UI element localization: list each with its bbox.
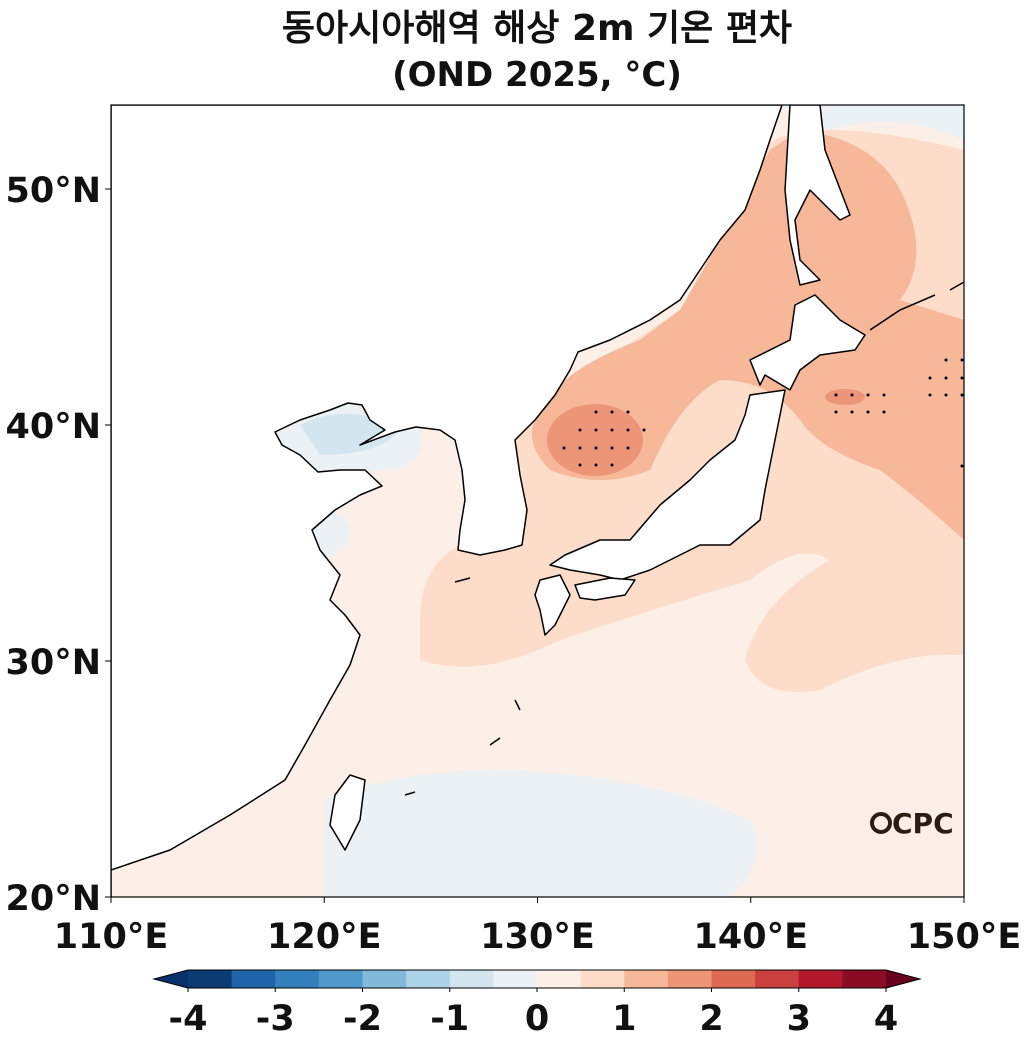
shikoku: [574, 577, 636, 601]
colorbar-band: [275, 970, 320, 988]
x-tick-label: 130°E: [480, 917, 594, 957]
colorbar-tick-label: 4: [874, 999, 898, 1039]
colorbar-tick-label: 0: [525, 999, 549, 1039]
colorbar-tick-label: -1: [430, 999, 469, 1039]
subtitle: (OND 2025, °C): [392, 55, 682, 95]
anomaly-region: [780, 105, 964, 140]
colorbar-tick-label: 1: [612, 999, 636, 1039]
x-tick-label: 150°E: [907, 917, 1021, 957]
y-tick-label: 50°N: [6, 171, 102, 211]
colorbar-tick-label: 2: [699, 999, 723, 1039]
x-tick-label: 110°E: [54, 917, 168, 957]
colorbar-band: [406, 970, 451, 988]
colorbar-tick-label: 3: [787, 999, 811, 1039]
logo-mark: [870, 812, 892, 834]
colorbar: -4 -3 -2 -1 0 1 2 3 4: [152, 969, 922, 1039]
colorbar-band: [624, 970, 669, 988]
colorbar-band: [188, 970, 233, 988]
coastlines: [111, 105, 964, 897]
colorbar-tick-label: -3: [256, 999, 295, 1039]
kyushu: [534, 574, 571, 636]
colorbar-band: [580, 970, 625, 988]
colorbar-extend-low: [154, 970, 188, 988]
colorbar-band: [798, 970, 843, 988]
y-tick-label: 40°N: [6, 407, 102, 447]
sakhalin: [784, 105, 851, 286]
hokkaido: [749, 294, 866, 391]
colorbar-band: [537, 970, 582, 988]
colorbar-band: [362, 970, 407, 988]
logo-text: CPC: [892, 807, 954, 840]
colorbar-band: [493, 970, 538, 988]
colorbar-extend-high: [886, 970, 920, 988]
honshu: [549, 389, 786, 581]
colorbar-band: [842, 970, 887, 988]
axes: 110°E 120°E 130°E 140°E 150°E 20°N 30°N 40°N 50°…: [6, 171, 1022, 957]
title: 동아시아해역 해상 2m 기온 편차: [282, 8, 792, 49]
colorbar-band: [449, 970, 494, 988]
mainland: [111, 105, 783, 897]
anomaly-region: [547, 404, 643, 476]
colorbar-tick-label: -4: [169, 999, 208, 1039]
x-tick-label: 120°E: [267, 917, 381, 957]
colorbar-band: [711, 970, 756, 988]
colorbar-band: [318, 970, 363, 988]
logo: CPC: [870, 807, 954, 840]
significance-stipple: [562, 358, 964, 468]
x-tick-label: 140°E: [694, 917, 808, 957]
y-tick-label: 30°N: [6, 643, 102, 683]
small-islands: [404, 577, 521, 796]
map: [111, 105, 964, 897]
anomaly-region: [825, 389, 865, 405]
colorbar-band: [755, 970, 800, 988]
anomaly-region: [325, 770, 757, 897]
kuril-islands: [869, 281, 964, 331]
colorbar-tick-label: -2: [343, 999, 382, 1039]
y-tick-label: 20°N: [6, 879, 102, 919]
colorbar-band: [231, 970, 276, 988]
taiwan: [329, 774, 366, 851]
colorbar-band: [667, 970, 712, 988]
